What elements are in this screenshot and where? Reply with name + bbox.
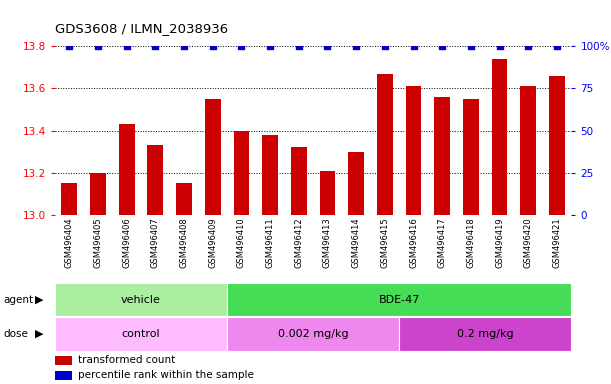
Point [552,43,562,49]
Bar [119,124,134,215]
Text: GSM496411: GSM496411 [266,217,274,268]
Point [351,43,361,49]
Text: ▶: ▶ [35,295,44,305]
Text: GSM496416: GSM496416 [409,217,418,268]
Bar [90,173,106,215]
Text: BDE-47: BDE-47 [378,295,420,305]
Text: 0.2 mg/kg: 0.2 mg/kg [457,329,514,339]
Point [64,43,74,49]
Bar [492,59,508,215]
Bar [233,131,249,215]
Bar [406,86,422,215]
Bar [227,283,571,316]
Text: GSM496417: GSM496417 [437,217,447,268]
Point [409,43,419,49]
Text: GSM496406: GSM496406 [122,217,131,268]
Text: GSM496407: GSM496407 [151,217,160,268]
Point [380,43,390,49]
Text: GSM496413: GSM496413 [323,217,332,268]
Text: GSM496405: GSM496405 [93,217,103,268]
Bar [377,74,393,215]
Bar [147,146,163,215]
Text: GSM496412: GSM496412 [295,217,303,268]
Point [122,43,131,49]
Bar [291,147,307,215]
Text: dose: dose [3,329,28,339]
Point [208,43,218,49]
Point [150,43,160,49]
Text: transformed count: transformed count [78,356,175,366]
Text: GSM496418: GSM496418 [466,217,475,268]
Text: ▶: ▶ [35,329,44,339]
Bar [55,356,72,365]
Point [236,43,246,49]
Text: GSM496410: GSM496410 [237,217,246,268]
Bar [262,135,278,215]
Point [179,43,189,49]
Text: GDS3608 / ILMN_2038936: GDS3608 / ILMN_2038936 [55,22,228,35]
Text: GSM496404: GSM496404 [65,217,74,268]
Text: control: control [122,329,160,339]
Bar [463,99,479,215]
Text: 0.002 mg/kg: 0.002 mg/kg [278,329,348,339]
Text: percentile rank within the sample: percentile rank within the sample [78,370,254,380]
Point [466,43,476,49]
Text: GSM496421: GSM496421 [552,217,562,268]
Point [93,43,103,49]
Bar [55,371,72,380]
Text: GSM496414: GSM496414 [352,217,360,268]
Bar [399,318,571,351]
Point [495,43,505,49]
Bar [549,76,565,215]
Bar [205,99,221,215]
Point [323,43,332,49]
Bar [227,318,399,351]
Point [294,43,304,49]
Text: GSM496415: GSM496415 [380,217,389,268]
Text: agent: agent [3,295,33,305]
Text: GSM496420: GSM496420 [524,217,533,268]
Bar [434,97,450,215]
Text: GSM496419: GSM496419 [495,217,504,268]
Bar [176,183,192,215]
Bar [348,152,364,215]
Text: GSM496408: GSM496408 [180,217,189,268]
Point [437,43,447,49]
Point [265,43,275,49]
Bar [55,318,227,351]
Text: vehicle: vehicle [121,295,161,305]
Bar [55,283,227,316]
Bar [521,86,536,215]
Bar [320,170,335,215]
Point [524,43,533,49]
Text: GSM496409: GSM496409 [208,217,218,268]
Bar [62,183,77,215]
